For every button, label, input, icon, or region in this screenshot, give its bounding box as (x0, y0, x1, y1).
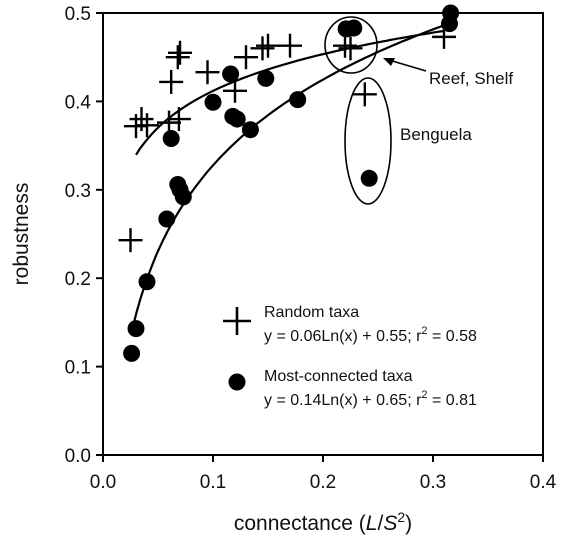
legend-most-connected-label: Most-connected taxa (264, 368, 413, 385)
benguela-ellipse (344, 77, 392, 205)
random-taxa-point (256, 33, 280, 58)
most-connected-point (158, 210, 176, 228)
legend-most-connected-equation: y = 0.14Ln(x) + 0.65; r2 = 0.81 (264, 389, 477, 409)
x-tick-label: 0.3 (420, 472, 446, 493)
most-connected-point (138, 273, 156, 291)
random-taxa-point (223, 78, 247, 103)
legend-plus-marker (223, 307, 251, 335)
y-tick-label: 0.0 (65, 446, 91, 467)
y-tick-label: 0.5 (65, 4, 91, 25)
y-axis-label: robustness (10, 183, 33, 286)
legend-random-taxa-label: Random taxa (264, 304, 359, 321)
most-connected-point (360, 169, 378, 187)
most-connected-points (123, 4, 460, 362)
random-taxa-point (135, 113, 159, 138)
random-taxa-point (118, 228, 143, 253)
y-tick-label: 0.3 (65, 181, 91, 202)
most-connected-point (228, 110, 246, 128)
y-tick-label: 0.1 (65, 358, 91, 379)
random-taxa-trendline (135, 29, 445, 156)
random-taxa-point (338, 36, 363, 61)
benguela-annotation: Benguela (400, 125, 472, 144)
most-connected-point (162, 130, 180, 148)
random-taxa-point (278, 33, 302, 58)
random-taxa-point (250, 36, 275, 61)
legend-random-taxa-equation: y = 0.06Ln(x) + 0.55; r2 = 0.58 (264, 325, 477, 345)
most-connected-point (127, 320, 145, 338)
reef-shelf-ellipse (324, 16, 378, 74)
y-axis-tick-labels: 0.0 0.1 0.2 0.3 0.4 0.5 (65, 4, 92, 467)
random-taxa-point (352, 82, 377, 107)
y-axis-ticks (96, 12, 103, 456)
legend: Random taxa y = 0.06Ln(x) + 0.55; r2 = 0… (223, 304, 477, 409)
y-tick-label: 0.2 (65, 269, 91, 290)
y-tick-label: 0.4 (65, 92, 92, 113)
random-taxa-point (129, 107, 154, 132)
most-connected-point (222, 65, 240, 83)
legend-circle-marker (228, 373, 246, 391)
x-tick-label: 0.0 (90, 472, 116, 493)
x-tick-label: 0.4 (530, 472, 557, 493)
reef-shelf-arrow-shaft (388, 59, 427, 72)
random-taxa-point (195, 60, 220, 85)
random-taxa-point (159, 69, 184, 94)
random-taxa-point (333, 33, 357, 58)
random-taxa-point (234, 45, 258, 70)
most-connected-point (204, 93, 222, 111)
most-connected-point (174, 188, 192, 206)
most-connected-point (241, 121, 259, 139)
x-axis-tick-labels: 0.0 0.1 0.2 0.3 0.4 (90, 472, 557, 493)
random-taxa-point (165, 45, 190, 70)
random-taxa-point (168, 40, 192, 65)
most-connected-point (289, 91, 307, 109)
reef-shelf-arrowhead (383, 58, 395, 66)
x-tick-label: 0.2 (310, 472, 336, 493)
random-taxa-points (118, 24, 456, 253)
most-connected-point (257, 69, 275, 87)
most-connected-point (442, 4, 460, 22)
x-axis-label: connectance (L/S2) (234, 509, 412, 535)
most-connected-point (345, 19, 363, 37)
reef-shelf-annotation: Reef, Shelf (429, 69, 513, 88)
most-connected-point (123, 344, 141, 362)
x-tick-label: 0.1 (200, 472, 226, 493)
x-axis-ticks (102, 455, 544, 462)
random-taxa-point (166, 107, 191, 132)
